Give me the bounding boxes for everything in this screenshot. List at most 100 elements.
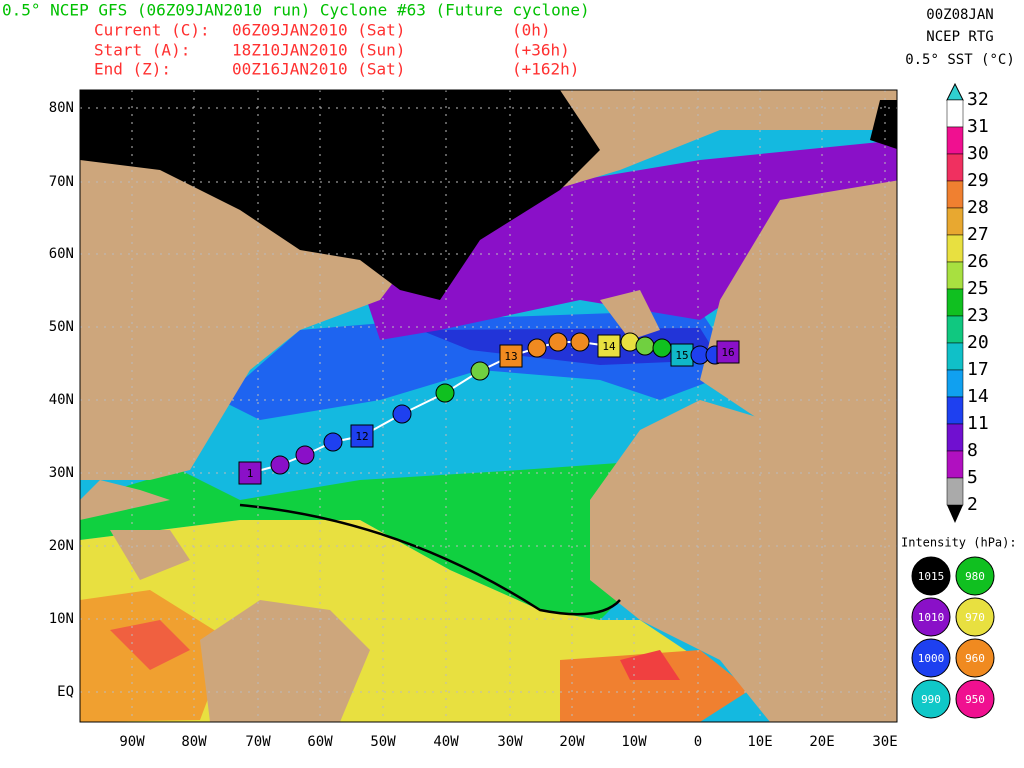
legend-swatch <box>955 597 995 637</box>
colorbar-swatch <box>946 396 964 425</box>
header-label: End (Z): <box>94 60 171 79</box>
title: 0.5° NCEP GFS (06Z09JAN2010 run) Cyclone… <box>2 1 590 20</box>
colorbar-swatch <box>946 207 964 236</box>
track-point <box>295 445 315 465</box>
colorbar-label: 14 <box>967 386 989 407</box>
product-field: 0.5° SST (°C) <box>905 52 1015 68</box>
legend-swatch <box>911 597 951 637</box>
lon-label: 0 <box>694 734 702 750</box>
track-marker <box>597 334 621 358</box>
legend-swatch <box>911 638 951 678</box>
track-label: 12 <box>355 430 368 443</box>
lat-label: EQ <box>57 684 74 700</box>
colorbar-swatch <box>946 99 964 128</box>
header-date: 18Z10JAN2010 (Sun) <box>232 41 405 60</box>
legend-swatch <box>911 556 951 596</box>
lat-label: 80N <box>49 100 74 116</box>
colorbar-swatch <box>946 126 964 155</box>
header-offset: (0h) <box>512 21 551 40</box>
track-marker <box>499 344 523 368</box>
track-point <box>392 404 412 424</box>
colorbar-swatch <box>946 234 964 263</box>
lat-label: 70N <box>49 174 74 190</box>
lat-label: 20N <box>49 538 74 554</box>
lon-label: 20E <box>809 734 834 750</box>
track-point <box>635 336 655 356</box>
colorbar-swatch <box>946 342 964 371</box>
track-label: 16 <box>721 346 734 359</box>
colorbar-swatch <box>946 180 964 209</box>
colorbar-swatch <box>946 450 964 479</box>
track-marker <box>350 424 374 448</box>
legend-swatch <box>955 556 995 596</box>
colorbar-label: 29 <box>967 170 989 191</box>
product-time: 00Z08JAN <box>926 7 993 23</box>
colorbar-label: 25 <box>967 278 989 299</box>
lon-label: 10E <box>747 734 772 750</box>
colorbar-label: 26 <box>967 251 989 272</box>
header-date: 00Z16JAN2010 (Sat) <box>232 60 405 79</box>
header-label: Start (A): <box>94 41 190 60</box>
lon-label: 70W <box>245 734 271 750</box>
legend-label: 1000 <box>918 652 945 665</box>
legend-swatch <box>911 679 951 719</box>
legend-swatch <box>955 679 995 719</box>
track-label: 14 <box>602 340 616 353</box>
legend-label: 980 <box>965 570 985 583</box>
colorbar-label: 11 <box>967 413 989 434</box>
colorbar-swatch <box>946 369 964 398</box>
colorbar-swatch <box>946 288 964 317</box>
colorbar-swatch <box>946 477 964 506</box>
lat-label: 50N <box>49 319 74 335</box>
track-label: 13 <box>504 350 517 363</box>
lat-label: 40N <box>49 392 74 408</box>
track-point <box>570 332 590 352</box>
colorbar-label: 27 <box>967 224 989 245</box>
legend-label: 1015 <box>918 570 945 583</box>
lon-label: 60W <box>307 734 333 750</box>
colorbar-swatch <box>946 423 964 452</box>
track-label: 1 <box>247 467 254 480</box>
colorbar-swatch <box>946 261 964 290</box>
colorbar-swatch <box>946 315 964 344</box>
legend-swatch <box>955 638 995 678</box>
track-point <box>435 383 455 403</box>
track-marker <box>716 340 740 364</box>
header-date: 06Z09JAN2010 (Sat) <box>232 21 405 40</box>
colorbar-label: 23 <box>967 305 989 326</box>
colorbar-label: 5 <box>967 467 978 488</box>
track-point <box>652 338 672 358</box>
lat-label: 10N <box>49 611 74 627</box>
colorbar-label: 8 <box>967 440 978 461</box>
legend-label: 960 <box>965 652 985 665</box>
colorbar-label: 31 <box>967 116 989 137</box>
track-point <box>323 432 343 452</box>
header-offset: (+36h) <box>512 41 570 60</box>
lon-label: 50W <box>370 734 396 750</box>
legend-label: 970 <box>965 611 985 624</box>
lat-label: 30N <box>49 465 74 481</box>
colorbar-swatch <box>946 153 964 182</box>
header-label: Current (C): <box>94 21 210 40</box>
header-offset: (+162h) <box>512 60 579 79</box>
colorbar-label: 32 <box>967 89 989 110</box>
track-point <box>470 361 490 381</box>
track-point <box>548 332 568 352</box>
product-source: NCEP RTG <box>926 29 993 45</box>
map-area: 1 12 13 14 15 16 <box>80 90 897 722</box>
lon-label: 10W <box>621 734 647 750</box>
colorbar-arrow <box>946 82 964 101</box>
legend-label: 1010 <box>918 611 945 624</box>
lon-label: 40W <box>433 734 459 750</box>
track-point <box>270 455 290 475</box>
track-point <box>527 338 547 358</box>
lat-label: 60N <box>49 246 74 262</box>
lon-label: 30E <box>872 734 897 750</box>
legend-label: 950 <box>965 693 985 706</box>
colorbar-label: 17 <box>967 359 989 380</box>
legend-title: Intensity (hPa): <box>901 536 1017 550</box>
lon-label: 30W <box>497 734 523 750</box>
lon-label: 80W <box>181 734 207 750</box>
